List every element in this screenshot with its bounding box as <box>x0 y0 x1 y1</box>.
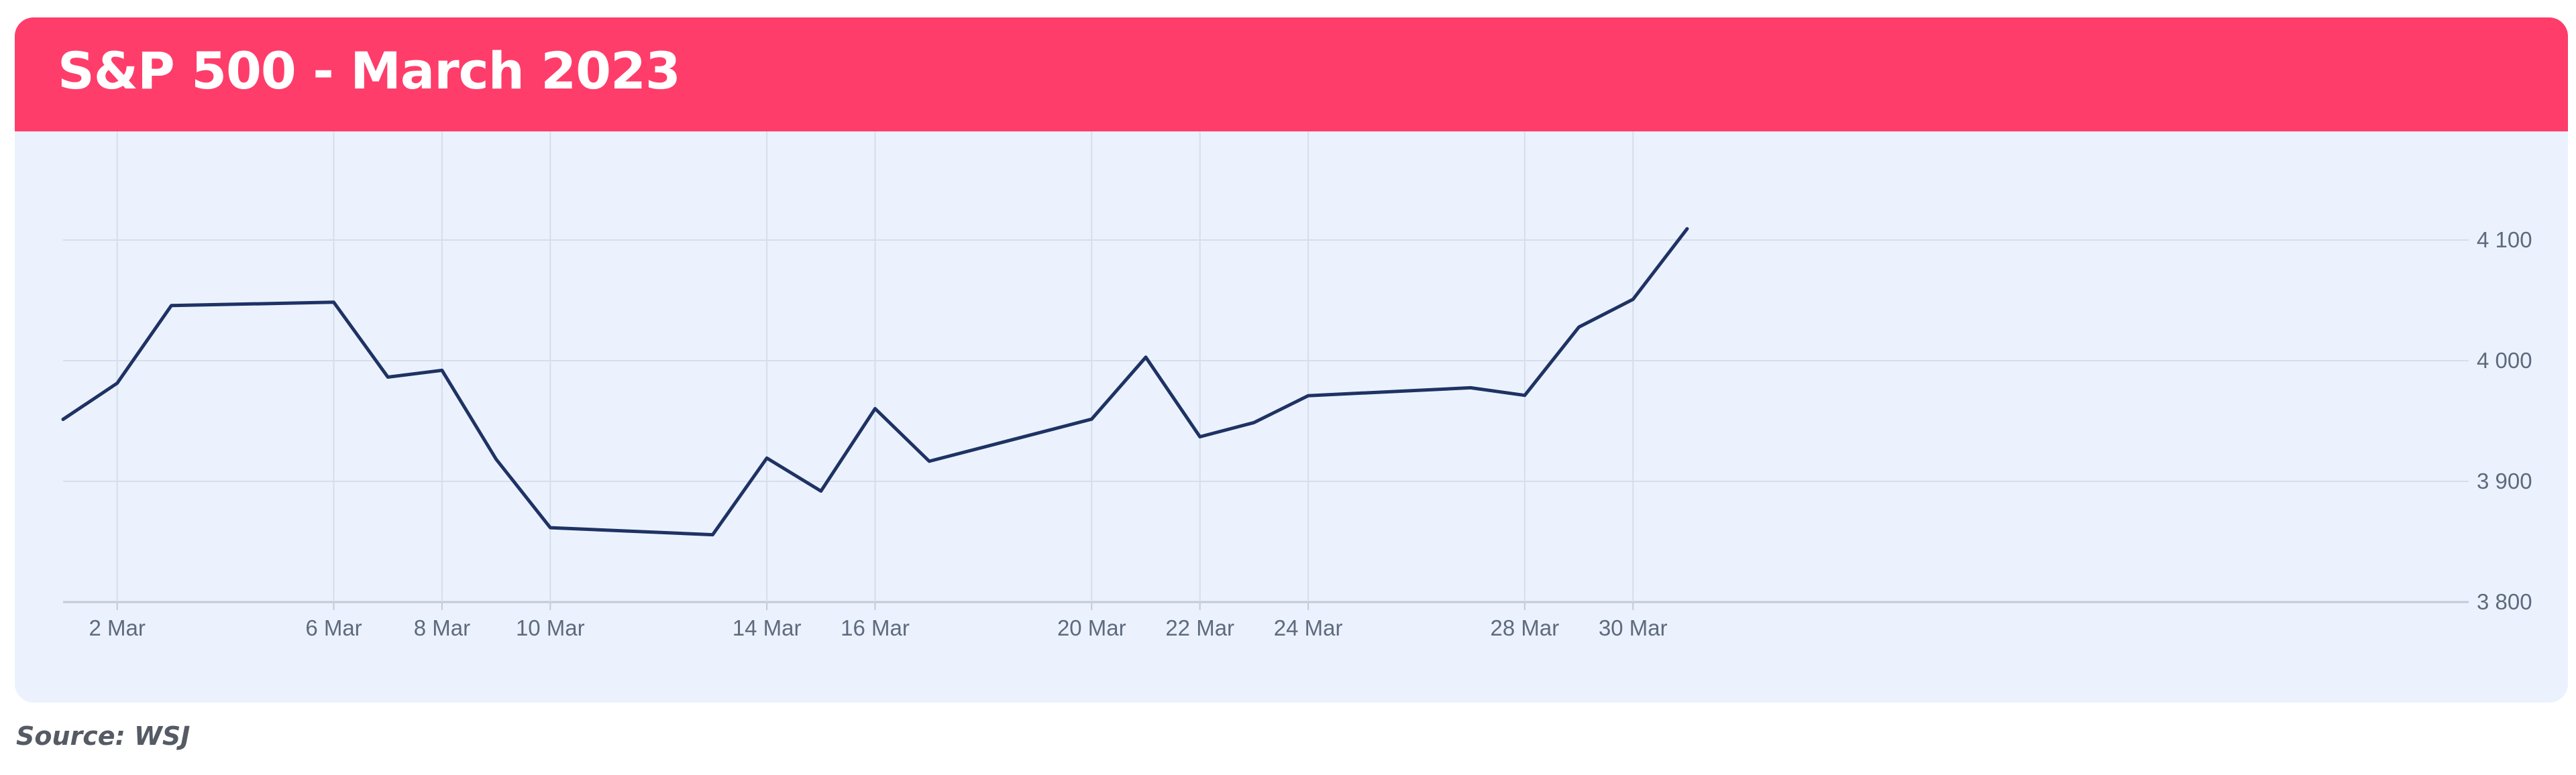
x-tick-label: 20 Mar <box>1057 615 1126 640</box>
source-note: Source: WSJ <box>16 721 191 751</box>
chart-card: 3 800 3 900 4 000 4 100 2 Mar 6 Mar 8 Mar 10 Ma… <box>15 17 2568 703</box>
x-tick-label: 2 Mar <box>89 615 146 640</box>
data-point[interactable] <box>871 405 879 413</box>
data-point[interactable] <box>1087 415 1095 423</box>
x-tick-label: 22 Mar <box>1165 615 1234 640</box>
x-tick-label: 24 Mar <box>1274 615 1343 640</box>
data-point[interactable] <box>1250 418 1258 426</box>
x-tick-label: 16 Mar <box>841 615 910 640</box>
y-tick-label: 3 900 <box>2477 469 2532 493</box>
x-tick-label: 28 Mar <box>1491 615 1560 640</box>
x-tick-label: 6 Mar <box>305 615 362 640</box>
data-point[interactable] <box>1196 433 1204 441</box>
y-tick-label: 4 100 <box>2477 227 2532 252</box>
y-tick-label: 4 000 <box>2477 348 2532 373</box>
series-line <box>61 227 1689 537</box>
data-point[interactable] <box>113 379 121 388</box>
data-point[interactable] <box>59 416 67 424</box>
x-tick-label: 10 Mar <box>516 615 585 640</box>
data-point[interactable] <box>384 373 392 381</box>
data-point[interactable] <box>708 531 716 539</box>
data-point[interactable] <box>1142 353 1150 361</box>
data-point[interactable] <box>1304 392 1312 400</box>
data-point[interactable] <box>763 454 771 462</box>
data-point[interactable] <box>167 302 175 310</box>
data-point[interactable] <box>1629 296 1637 304</box>
line-chart: 3 800 3 900 4 000 4 100 2 Mar 6 Mar 8 Mar 10 Ma… <box>59 131 2532 640</box>
data-point[interactable] <box>1575 323 1583 331</box>
data-point[interactable] <box>492 455 500 463</box>
data-point[interactable] <box>1683 225 1691 233</box>
data-point[interactable] <box>1466 383 1474 392</box>
data-point[interactable] <box>330 298 338 306</box>
x-tick-label: 8 Mar <box>414 615 470 640</box>
axis-layer: 3 800 3 900 4 000 4 100 2 Mar 6 Mar 8 Mar 10 Ma… <box>89 227 2532 640</box>
y-tick-label: 3 800 <box>2477 589 2532 614</box>
chart-header: S&P 500 - March 2023 <box>15 17 2568 131</box>
data-point[interactable] <box>546 524 554 532</box>
series-layer <box>59 225 1691 539</box>
x-tick-label: 14 Mar <box>733 615 802 640</box>
data-point[interactable] <box>438 366 446 374</box>
data-point[interactable] <box>1521 392 1529 400</box>
chart-title: S&P 500 - March 2023 <box>58 41 681 101</box>
data-point[interactable] <box>925 457 933 465</box>
data-point[interactable] <box>817 487 825 495</box>
x-tick-label: 30 Mar <box>1599 615 1668 640</box>
grid-layer <box>63 131 2469 603</box>
